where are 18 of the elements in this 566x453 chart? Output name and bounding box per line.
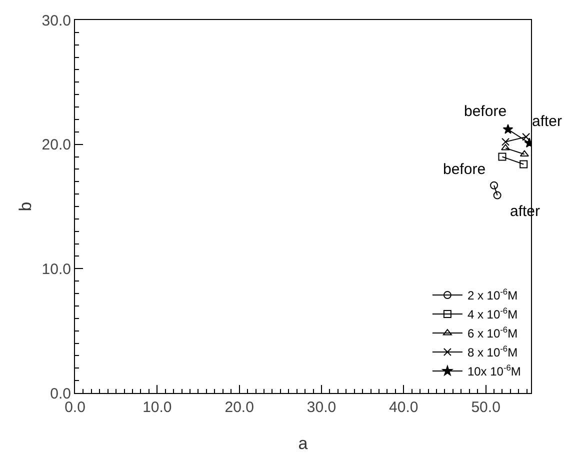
- annotation: after: [532, 113, 562, 130]
- legend-label: 6 x 10$^{-6}$M: [467, 324, 518, 341]
- x-tick-label: 50.0: [471, 399, 500, 416]
- legend-label: 10x 10$^{-6}$M: [467, 362, 521, 379]
- x-tick-label: 20.0: [224, 399, 254, 416]
- legend-label: 8 x 10$^{-6}$M: [467, 344, 518, 360]
- x-tick-label: 40.0: [389, 399, 418, 416]
- y-axis-title: b: [16, 202, 35, 212]
- x-axis-title: a: [298, 434, 308, 453]
- legend-label: 4 x 10$^{-6}$M: [467, 306, 518, 322]
- annotation: before: [464, 103, 507, 120]
- y-tick-label: 20.0: [42, 136, 71, 154]
- annotation: before: [443, 161, 486, 178]
- x-tick-label: 30.0: [306, 399, 336, 416]
- x-tick-label: 10.0: [142, 399, 172, 416]
- y-tick-label: 10.0: [42, 260, 71, 278]
- legend-label: 2 x 10$^{-6}$M: [467, 286, 518, 303]
- y-tick-label: 30.0: [42, 12, 71, 30]
